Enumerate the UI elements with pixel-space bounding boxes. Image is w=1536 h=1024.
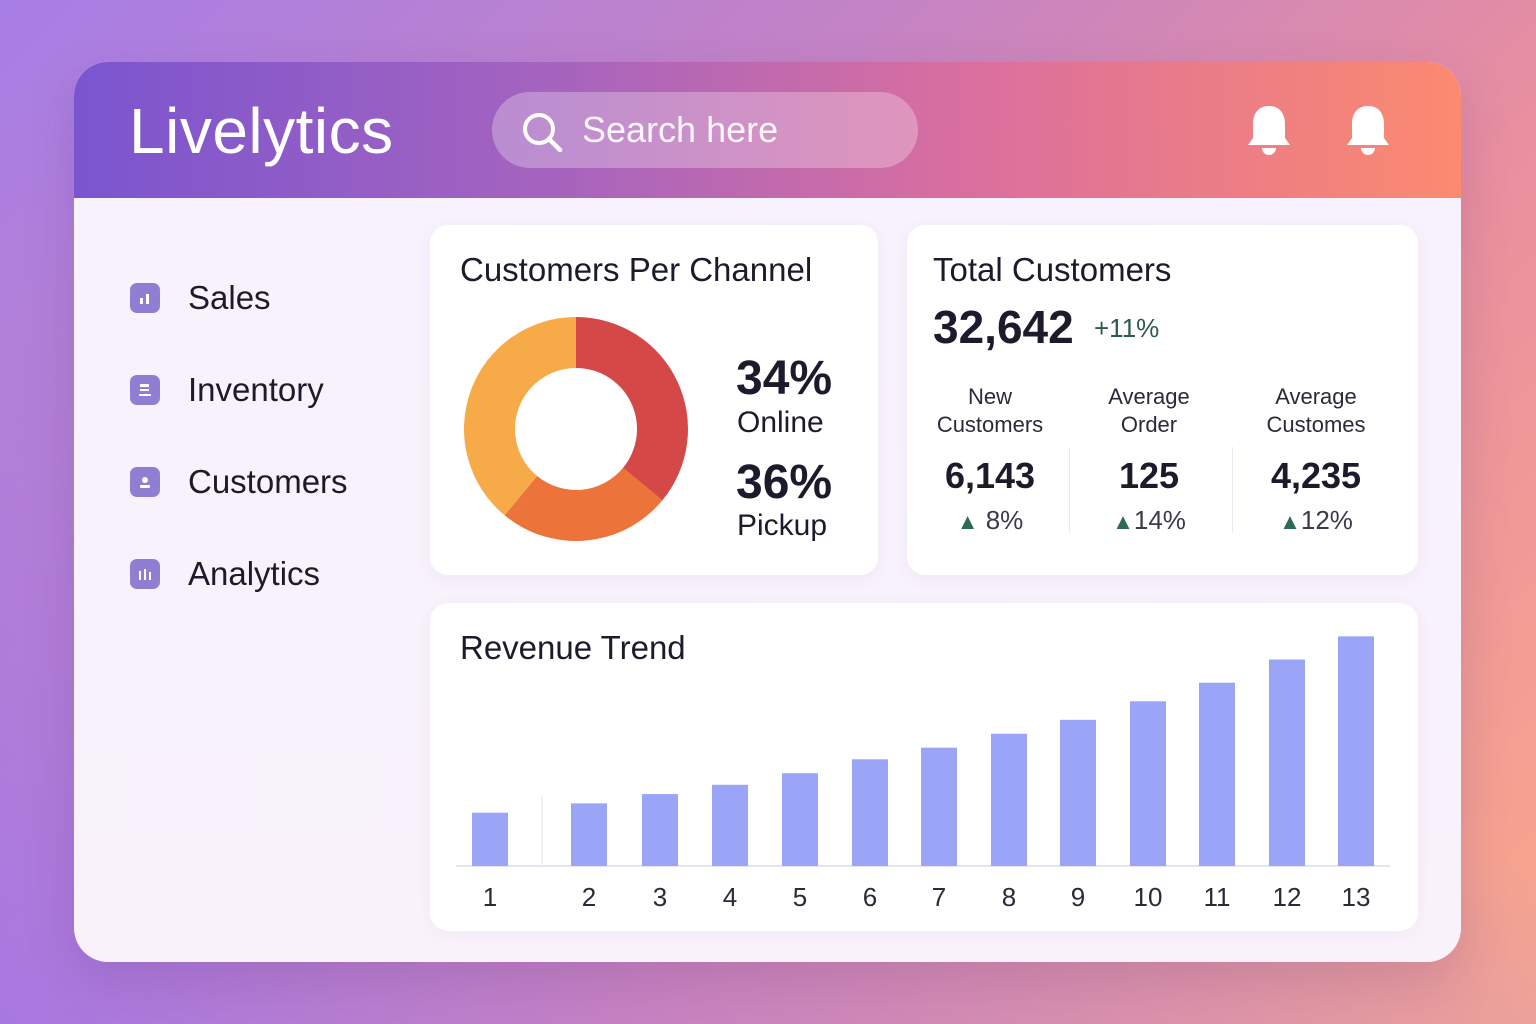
x-tick-label: 11 [1204, 882, 1231, 912]
x-tick-label: 8 [1002, 882, 1016, 912]
card-title: Total Customers [933, 251, 1172, 288]
divider [1069, 447, 1070, 533]
up-arrow-icon: ▲ [956, 509, 979, 534]
donut-segment-1 [576, 317, 688, 501]
app-window: Livelytics Sales Invent [74, 62, 1461, 962]
customers-per-channel-card: Customers Per Channel 34% Online 36% Pic… [430, 225, 878, 575]
metric-change-value: 8% [985, 505, 1024, 535]
total-customers-value: 32,642 [933, 301, 1074, 353]
metric-change: ▲ 8% [907, 505, 1073, 536]
x-tick-label: 9 [1071, 882, 1085, 912]
x-tick-label: 6 [863, 882, 877, 912]
x-tick-label: 10 [1134, 882, 1163, 912]
revenue-bar-10 [1130, 701, 1166, 866]
revenue-bar-2 [571, 803, 607, 866]
sidebar-item-customers[interactable]: Customers [130, 436, 430, 528]
up-arrow-icon: ▲ [1279, 509, 1301, 534]
metric-label: New Customers [907, 383, 1073, 439]
up-arrow-icon: ▲ [1112, 509, 1134, 534]
metric-value: 4,235 [1270, 455, 1362, 496]
search-bar[interactable] [492, 92, 918, 168]
metric-average-order: Average Order 125 ▲14% [1066, 383, 1232, 536]
metric-label-line: New [967, 384, 1012, 409]
revenue-bar-1 [472, 812, 508, 866]
x-tick-label: 5 [793, 882, 807, 912]
metric-value: 6,143 [944, 455, 1036, 496]
metric-label-line: Average [1275, 384, 1357, 409]
x-tick-label: 7 [932, 882, 946, 912]
revenue-bar-8 [991, 733, 1027, 866]
divider [1232, 447, 1233, 533]
revenue-bar-11 [1199, 682, 1235, 866]
pickup-percent: 36% [736, 456, 833, 509]
search-icon [523, 113, 563, 153]
metric-label-line: Customes [1266, 412, 1366, 437]
revenue-bar-5 [782, 773, 818, 866]
sidebar-item-sales[interactable]: Sales [130, 252, 430, 344]
donut-chart [464, 317, 688, 541]
revenue-bar-9 [1060, 719, 1096, 866]
revenue-bar-chart: 1 2 3 4 5 6 7 8 9 10 11 12 13 [456, 636, 1390, 912]
metric-label-line: Average [1108, 384, 1190, 409]
analytics-icon [130, 559, 160, 589]
app-title: Livelytics [129, 95, 394, 167]
x-tick-label: 4 [723, 882, 737, 912]
metric-value: 125 [1118, 455, 1180, 496]
metric-change-value: 14% [1133, 505, 1186, 535]
revenue-bar-4 [712, 784, 748, 866]
revenue-bar-13 [1338, 636, 1374, 866]
online-label: Online [737, 406, 824, 439]
metric-label-line: Customers [936, 412, 1044, 437]
revenue-bar-3 [642, 794, 678, 866]
header-bar: Livelytics [74, 62, 1461, 198]
metric-label: Average Customes [1233, 383, 1399, 439]
pickup-label: Pickup [737, 509, 828, 542]
x-tick-label: 3 [653, 882, 667, 912]
donut-segment-2 [504, 467, 663, 541]
revenue-bar-7 [921, 747, 957, 866]
online-percent: 34% [736, 352, 833, 405]
sidebar: Sales Inventory Customers Analytics [130, 252, 430, 620]
sidebar-item-label: Analytics [188, 555, 321, 592]
sidebar-item-inventory[interactable]: Inventory [130, 344, 430, 436]
metric-change: ▲12% [1233, 505, 1399, 536]
sidebar-item-label: Sales [188, 279, 271, 316]
x-tick-label: 2 [582, 882, 596, 912]
sidebar-item-label: Customers [188, 463, 348, 500]
sidebar-item-label: Inventory [188, 371, 324, 408]
x-tick-label: 1 [483, 882, 497, 912]
total-customers-change: +11% [1094, 313, 1160, 343]
metric-change: ▲14% [1066, 505, 1232, 536]
bell-icon[interactable] [1245, 102, 1293, 158]
donut-segment-3 [464, 317, 576, 516]
bell-icon[interactable] [1344, 102, 1392, 158]
revenue-bar-6 [852, 759, 888, 866]
metric-new-customers: New Customers 6,143 ▲ 8% [907, 383, 1073, 536]
list-icon [130, 375, 160, 405]
card-title: Customers Per Channel [460, 251, 813, 288]
total-customers-card: Total Customers 32,642 +11% New Customer… [907, 225, 1418, 575]
x-tick-label: 12 [1273, 882, 1302, 912]
card-title: Revenue Trend [460, 629, 686, 666]
metric-label-line: Order [1120, 412, 1178, 437]
revenue-bar-12 [1269, 659, 1305, 866]
metric-label: Average Order [1066, 383, 1232, 439]
sidebar-item-analytics[interactable]: Analytics [130, 528, 430, 620]
user-icon [130, 467, 160, 497]
search-input[interactable] [582, 106, 902, 154]
revenue-trend-card: 1 2 3 4 5 6 7 8 9 10 11 12 13 Revenue Trend [430, 603, 1418, 931]
metric-average-customers: Average Customes 4,235 ▲12% [1233, 383, 1399, 536]
metric-change-value: 12% [1300, 505, 1353, 535]
x-tick-label: 13 [1342, 882, 1371, 912]
bar-chart-icon [130, 283, 160, 313]
